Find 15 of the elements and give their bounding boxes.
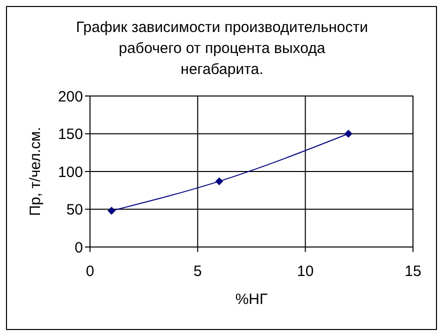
x-tick-label: 0 [86,263,94,280]
x-tick-label: 5 [193,263,202,280]
y-axis-title: Пр, т/чел.см. [27,126,44,216]
x-tick-label: 15 [404,263,422,280]
y-tick-label: 0 [74,239,83,256]
y-tick-label: 50 [66,202,83,218]
x-axis-title: %НГ [235,291,268,308]
point [215,177,224,186]
y-tick-label: 150 [58,126,83,143]
point [344,130,352,138]
y-tick-label: 100 [58,164,83,181]
y-tick-label: 200 [58,88,83,106]
x-tick-label: 10 [296,263,314,280]
point [108,206,116,215]
chart-title: График зависимости производительности рабочего от процента выхода негабарита. [76,19,368,78]
